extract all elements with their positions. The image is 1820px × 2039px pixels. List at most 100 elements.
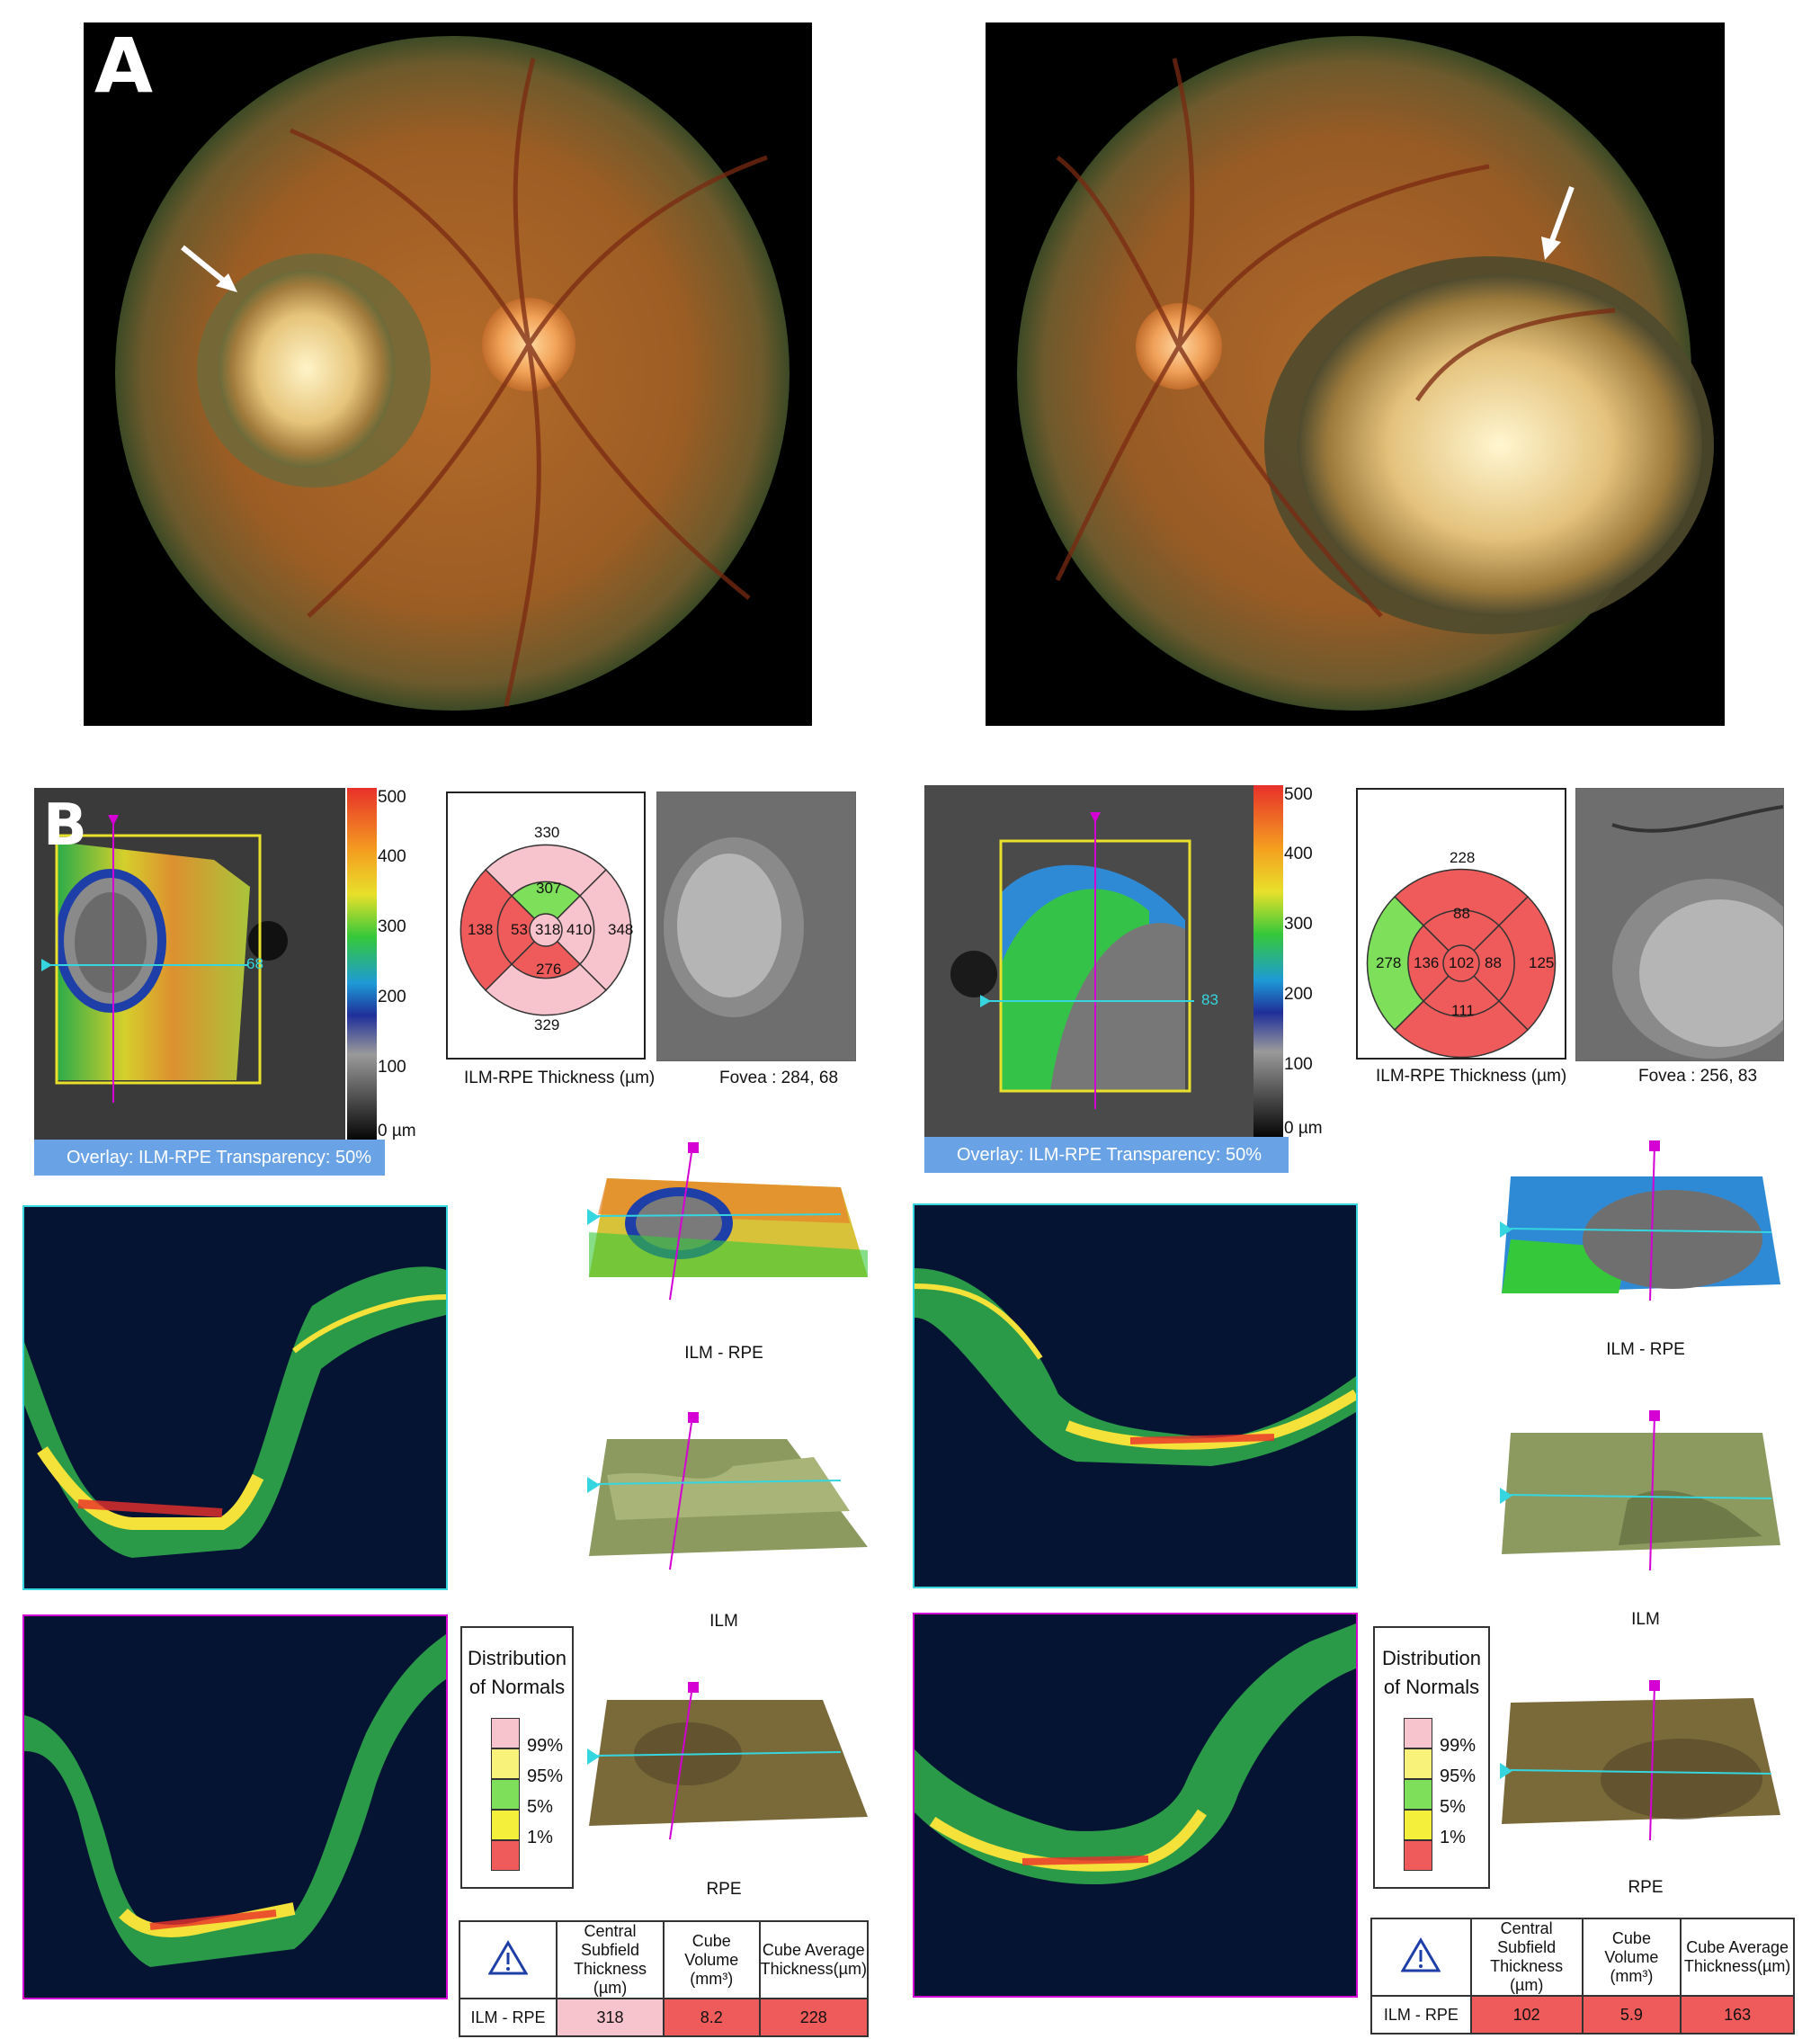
legend-swatch-5 [491, 1779, 520, 1810]
scale-tick-0-left: 0 µm [378, 1122, 416, 1140]
lesion-arrow-right [1541, 185, 1575, 260]
etdrs-inner-inferior-left: 276 [536, 961, 562, 978]
etdrs-caption-left: ILM-RPE Thickness (µm) [464, 1069, 656, 1087]
header-cube-average-right: Cube Average Thickness(µm) [1680, 1918, 1795, 1997]
row-label-right: ILM - RPE [1370, 1995, 1472, 2035]
etdrs-inner-nasal-right: 88 [1485, 954, 1502, 971]
etdrs-inner-superior-right: 88 [1453, 905, 1470, 922]
scale-tick-300-left: 300 [378, 917, 406, 936]
legend-pct-5-left: 5% [527, 1797, 553, 1817]
legend-swatch-95 [1404, 1748, 1432, 1779]
value-cube-average-right: 163 [1680, 1995, 1795, 2035]
legend-swatch-99 [1404, 1718, 1432, 1748]
etdrs-outer-temporal-right: 278 [1376, 954, 1402, 971]
surface-label-ilm-rpe-right: ILM - RPE [1606, 1340, 1685, 1359]
warning-icon [1370, 1918, 1472, 1997]
legend-title-line1-left: Distribution [467, 1647, 567, 1669]
etdrs-grid-right: 228 88 278 136 102 88 125 111 [1356, 788, 1566, 1060]
scale-tick-500-left: 500 [378, 788, 406, 807]
normals-legend-left: Distribution of Normals 99% 95% 5% 1% [460, 1626, 574, 1889]
etdrs-center-right: 102 [1449, 954, 1475, 971]
surface-3d-ilm-rpe-left [587, 1142, 868, 1301]
etdrs-outer-inferior-left: 329 [534, 1016, 560, 1033]
surface-3d-rpe-left [587, 1682, 868, 1840]
legend-pct-1-left: 1% [527, 1828, 553, 1847]
legend-swatch-abnormal [1404, 1840, 1432, 1871]
etdrs-caption-right: ILM-RPE Thickness (µm) [1376, 1067, 1567, 1086]
legend-swatch-abnormal [491, 1840, 520, 1871]
panel-a-label: A [94, 22, 154, 110]
normals-legend-right: Distribution of Normals 99% 95% 5% 1% [1373, 1626, 1490, 1889]
fovea-caption-right: Fovea : 256, 83 [1638, 1067, 1758, 1086]
scale-tick-500-right: 500 [1284, 785, 1313, 804]
etdrs-inner-superior-left: 307 [536, 880, 562, 897]
value-cube-volume-left: 8.2 [662, 1998, 761, 2037]
legend-title-line2-left: of Normals [468, 1676, 566, 1698]
legend-pct-95-left: 95% [527, 1766, 564, 1786]
bscan-vertical-right [913, 1613, 1358, 1998]
header-cube-volume-right: Cube Volume (mm³) [1581, 1918, 1682, 1997]
value-central-subfield-right: 102 [1469, 1995, 1584, 2035]
thickness-color-scale-right [1253, 785, 1283, 1140]
surface-label-ilm-left: ILM [709, 1612, 738, 1631]
scan-line-number-left: 68 [246, 955, 263, 972]
enface-thickness-map-right: 83 [924, 785, 1253, 1141]
warning-icon [458, 1920, 558, 1999]
value-cube-average-left: 228 [758, 1998, 870, 2037]
overlay-transparency-bar-right: Overlay: ILM-RPE Transparency: 50% [924, 1137, 1289, 1173]
header-central-subfield-left: Central Subfield Thickness (µm) [556, 1920, 665, 1999]
value-central-subfield-left: 318 [556, 1998, 665, 2037]
surface-label-rpe-right: RPE [1628, 1878, 1664, 1897]
lesion-arrow-left [181, 245, 237, 292]
etdrs-inner-temporal-right: 136 [1414, 954, 1440, 971]
surface-3d-ilm-right [1500, 1410, 1780, 1571]
surface-label-rpe-left: RPE [706, 1880, 742, 1899]
scale-tick-0-right: 0 µm [1284, 1119, 1323, 1138]
scale-tick-400-left: 400 [378, 847, 406, 866]
etdrs-outer-superior-left: 330 [534, 824, 560, 841]
legend-swatch-99 [491, 1718, 520, 1748]
fovea-image-right [1575, 788, 1784, 1061]
fundus-photo-right [986, 22, 1725, 726]
fovea-caption-left: Fovea : 284, 68 [719, 1069, 839, 1087]
surface-label-ilm-rpe-left: ILM - RPE [684, 1344, 763, 1363]
bscan-vertical-left [22, 1614, 448, 1999]
legend-title-line1-right: Distribution [1381, 1647, 1482, 1669]
header-cube-average-left: Cube Average Thickness(µm) [758, 1920, 870, 1999]
legend-title-line2-right: of Normals [1383, 1676, 1480, 1698]
stats-table-right: Central Subfield Thickness (µm) Cube Vol… [1370, 1918, 1795, 2035]
scan-line-number-right: 83 [1201, 991, 1218, 1008]
etdrs-center-left: 318 [535, 921, 561, 938]
row-label-left: ILM - RPE [458, 1998, 558, 2037]
bscan-horizontal-right [913, 1203, 1358, 1588]
legend-pct-99-right: 99% [1440, 1736, 1477, 1756]
header-cube-volume-left: Cube Volume (mm³) [662, 1920, 761, 1999]
fovea-image-left [656, 791, 856, 1061]
scale-tick-200-right: 200 [1284, 985, 1313, 1004]
scale-tick-100-right: 100 [1284, 1055, 1313, 1074]
surface-3d-rpe-right [1500, 1680, 1780, 1841]
thickness-color-scale-left [347, 788, 377, 1143]
scale-tick-200-left: 200 [378, 988, 406, 1006]
panel-b-label: B [43, 792, 87, 859]
enface-thickness-map-left: B 68 [34, 788, 345, 1144]
stats-table-left: Central Subfield Thickness (µm) Cube Vol… [458, 1920, 870, 2037]
legend-swatch-95 [491, 1748, 520, 1779]
etdrs-inner-nasal-left: 410 [567, 921, 593, 938]
legend-swatch-1 [491, 1810, 520, 1840]
legend-swatch-1 [1404, 1810, 1432, 1840]
surface-3d-ilm-left [587, 1412, 868, 1570]
surface-label-ilm-right: ILM [1631, 1610, 1660, 1629]
legend-pct-5-right: 5% [1440, 1797, 1466, 1817]
etdrs-outer-superior-right: 228 [1450, 849, 1476, 866]
legend-pct-99-left: 99% [527, 1736, 564, 1756]
fundus-photo-left: A [84, 22, 812, 726]
etdrs-inner-inferior-right: 111 [1451, 1002, 1475, 1019]
etdrs-inner-temporal-left: 53 [511, 921, 528, 938]
scale-tick-300-right: 300 [1284, 915, 1313, 934]
etdrs-grid-left: 330 307 138 53 318 410 348 276 329 [446, 791, 646, 1060]
etdrs-outer-nasal-left: 348 [608, 921, 634, 938]
etdrs-outer-temporal-left: 138 [468, 921, 494, 938]
legend-pct-1-right: 1% [1440, 1828, 1466, 1847]
overlay-transparency-bar-left: Overlay: ILM-RPE Transparency: 50% [34, 1140, 385, 1176]
